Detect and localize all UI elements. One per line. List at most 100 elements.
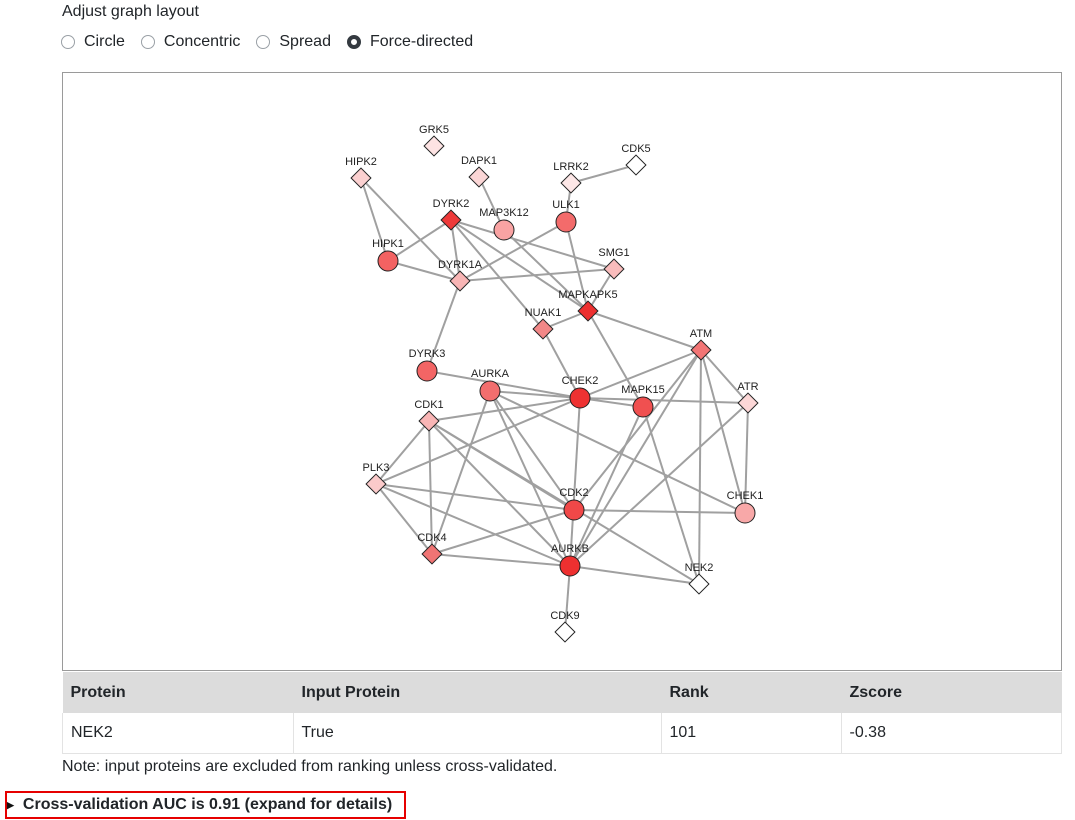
graph-node-smg1[interactable]: SMG1 [598,247,630,280]
graph-node-dapk1[interactable]: DAPK1 [461,155,497,188]
graph-edge-aurka-aurkb [489,390,571,567]
radio-circle-icon[interactable] [61,35,75,49]
graph-node-nuak1[interactable]: NUAK1 [525,307,562,340]
graph-edge-chek2-atr [579,397,749,404]
graph-node-shape[interactable] [560,172,582,194]
graph-node-dyrk2[interactable]: DYRK2 [433,198,470,231]
graph-node-shape[interactable] [350,167,372,189]
graph-node-shape[interactable] [559,555,581,577]
graph-node-label: CDK9 [550,610,579,622]
graph-node-shape[interactable] [632,396,654,418]
layout-option-label: Concentric [163,33,241,50]
graph-edge-mapk15-nek2 [642,406,700,585]
layout-option-label: Force-directed [369,33,474,50]
graph-node-shape[interactable] [577,300,599,322]
graph-node-shape[interactable] [377,250,399,272]
graph-node-cdk4[interactable]: CDK4 [417,532,447,565]
graph-node-ulk1[interactable]: ULK1 [552,199,580,233]
graph-edge-atm-aurkb [569,349,702,567]
layout-option-spread[interactable]: Spread [256,33,331,51]
network-graph-panel[interactable]: GRK5 CDK5 HIPK2 DAPK1 LRRK2 DYRK2 MAP3K12 ULK1 H… [62,72,1062,671]
results-table: Protein Input Protein Rank Zscore NEK2 T… [62,672,1062,754]
graph-node-lrrk2[interactable]: LRRK2 [553,161,589,194]
graph-node-atr[interactable]: ATR [737,381,759,414]
graph-node-label: DYRK1A [438,259,483,271]
graph-edge-mapkapk5-mapk15 [587,310,644,408]
graph-edge-hipk2-dyrk1a [360,177,461,282]
graph-node-shape[interactable] [479,380,501,402]
graph-node-hipk2[interactable]: HIPK2 [345,156,377,189]
graph-node-aurka[interactable]: AURKA [471,368,510,402]
graph-node-map3k12[interactable]: MAP3K12 [479,207,529,241]
graph-node-shape[interactable] [625,154,647,176]
graph-edge-mapk15-aurkb [569,406,644,567]
layout-option-force-directed[interactable]: Force-directed [346,33,474,51]
graph-edge-lrrk2-cdk5 [570,164,637,184]
graph-node-chek2[interactable]: CHEK2 [562,375,599,409]
graph-edge-mapkapk5-atm [587,310,702,351]
graph-node-shape[interactable] [603,258,625,280]
graph-node-cdk5[interactable]: CDK5 [621,143,651,176]
graph-node-shape[interactable] [449,270,471,292]
column-header-rank[interactable]: Rank [661,672,842,713]
graph-node-atm[interactable]: ATM [690,328,712,361]
graph-node-chek1[interactable]: CHEK1 [727,490,764,524]
graph-node-shape[interactable] [418,410,440,432]
graph-node-cdk9[interactable]: CDK9 [550,610,580,643]
graph-node-nek2[interactable]: NEK2 [685,562,714,595]
graph-node-shape[interactable] [440,209,462,231]
graph-node-shape[interactable] [421,543,443,565]
graph-node-shape[interactable] [688,573,710,595]
radio-circle-icon[interactable] [140,35,155,49]
graph-node-label: CDK1 [414,399,443,411]
radio-circle-icon[interactable] [256,35,271,49]
graph-node-label: HIPK1 [372,238,404,250]
graph-node-mapk15[interactable]: MAPK15 [621,384,665,418]
graph-edge-chek2-mapk15 [579,397,644,408]
graph-node-shape[interactable] [734,502,756,524]
graph-node-shape[interactable] [555,211,577,233]
layout-option-concentric[interactable]: Concentric [140,33,241,51]
layout-title: Adjust graph layout [62,3,199,20]
graph-node-dyrk3[interactable]: DYRK3 [409,348,446,382]
graph-node-shape[interactable] [423,135,445,157]
graph-node-shape[interactable] [493,219,515,241]
graph-node-shape[interactable] [416,360,438,382]
column-header-input-protein[interactable]: Input Protein [293,672,662,713]
cross-validation-summary[interactable]: ▶ Cross-validation AUC is 0.91 (expand f… [5,791,406,819]
graph-node-shape[interactable] [690,339,712,361]
graph-node-shape[interactable] [569,387,591,409]
layout-option-circle[interactable]: Circle [61,33,125,51]
graph-node-hipk1[interactable]: HIPK1 [372,238,404,272]
graph-node-shape[interactable] [468,166,490,188]
graph-node-shape[interactable] [563,499,585,521]
column-header-zscore[interactable]: Zscore [841,672,1062,713]
column-header-protein[interactable]: Protein [62,672,294,713]
graph-node-shape[interactable] [365,473,387,495]
graph-edge-atm-cdk2 [573,349,702,511]
graph-node-shape[interactable] [532,318,554,340]
graph-node-shape[interactable] [737,392,759,414]
graph-node-cdk2[interactable]: CDK2 [559,487,589,521]
graph-node-cdk1[interactable]: CDK1 [414,399,444,432]
network-graph[interactable]: GRK5 CDK5 HIPK2 DAPK1 LRRK2 DYRK2 MAP3K12 ULK1 H… [62,72,1062,671]
graph-edge-dyrk1a-dyrk3 [426,280,461,372]
graph-edge-cdk4-cdk2 [431,509,575,555]
graph-node-plk3[interactable]: PLK3 [363,462,390,495]
graph-edge-ulk1-dyrk1a [459,221,567,282]
graph-node-aurkb[interactable]: AURKB [551,543,589,577]
disclosure-triangle-icon[interactable]: ▶ [7,799,14,810]
graph-node-dyrk1a[interactable]: DYRK1A [438,259,483,292]
radio-checked-icon[interactable] [346,35,361,49]
graph-node-shape[interactable] [554,621,576,643]
graph-node-label: AURKB [551,543,589,555]
graph-node-label: AURKA [471,368,510,380]
graph-node-label: ULK1 [552,199,580,211]
graph-edge-aurkb-cdk9 [564,565,571,633]
graph-node-mapkapk5[interactable]: MAPKAPK5 [558,289,618,322]
graph-edge-nuak1-chek2 [542,328,581,399]
graph-edge-plk3-cdk2 [375,483,575,511]
graph-node-grk5[interactable]: GRK5 [419,124,449,157]
layout-radio-group: Circle Concentric Spread Force-directed [61,33,489,51]
graph-edge-cdk4-aurkb [431,553,571,567]
